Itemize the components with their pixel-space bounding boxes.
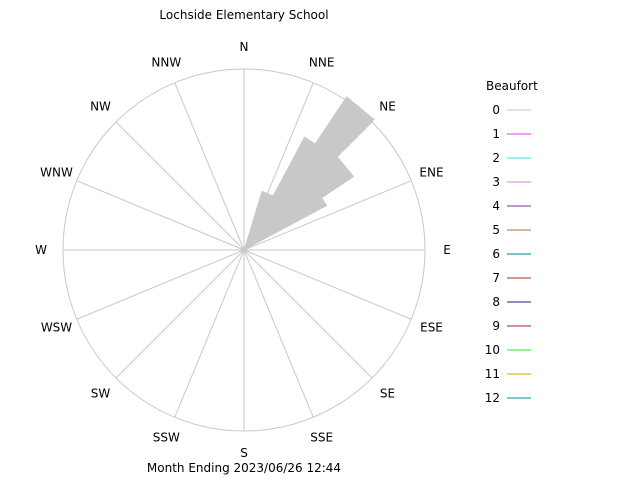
direction-label-wnw: WNW xyxy=(40,165,73,179)
legend-label-8: 8 xyxy=(492,295,500,309)
legend-label-4: 4 xyxy=(492,199,500,213)
legend-label-5: 5 xyxy=(492,223,500,237)
legend-label-11: 11 xyxy=(485,367,500,381)
spoke-nw xyxy=(115,121,245,251)
direction-label-nw: NW xyxy=(90,100,111,114)
chart-title: Lochside Elementary School xyxy=(159,8,328,22)
spoke-wsw xyxy=(76,249,245,320)
direction-labels: N NNE NE ENE E ESE SE SSE S SSW SW WSW W WNW NW NNW xyxy=(35,40,451,460)
direction-label-ene: ENE xyxy=(419,165,443,179)
legend-label-12: 12 xyxy=(485,391,500,405)
legend-label-7: 7 xyxy=(492,271,500,285)
legend-label-0: 0 xyxy=(492,103,500,117)
direction-label-sw: SW xyxy=(91,387,111,401)
direction-label-n: N xyxy=(240,40,249,54)
direction-label-w: W xyxy=(35,243,47,257)
direction-label-s: S xyxy=(240,446,248,460)
legend-label-1: 1 xyxy=(492,127,500,141)
direction-label-wsw: WSW xyxy=(41,321,72,335)
petal-5 xyxy=(243,189,328,251)
direction-label-e: E xyxy=(443,243,451,257)
legend-label-9: 9 xyxy=(492,319,500,333)
spoke-sse xyxy=(243,249,314,418)
direction-label-nne: NNE xyxy=(309,56,335,70)
direction-label-ssw: SSW xyxy=(153,431,180,445)
rose-petals xyxy=(243,96,375,251)
rose-grid xyxy=(62,68,426,432)
legend-label-10: 10 xyxy=(485,343,500,357)
legend-label-2: 2 xyxy=(492,151,500,165)
legend-label-3: 3 xyxy=(492,175,500,189)
spoke-ssw xyxy=(174,249,245,418)
spoke-se xyxy=(243,249,373,379)
direction-label-ne: NE xyxy=(379,100,396,114)
direction-label-sse: SSE xyxy=(310,431,333,445)
legend-title: Beaufort xyxy=(486,79,538,93)
spoke-nnw xyxy=(174,82,245,251)
direction-label-nnw: NNW xyxy=(151,56,181,70)
spoke-ene xyxy=(243,180,412,251)
spoke-ese xyxy=(243,249,412,320)
spoke-sw xyxy=(115,249,245,379)
direction-label-ese: ESE xyxy=(420,321,443,335)
chart-footer: Month Ending 2023/06/26 12:44 xyxy=(147,461,341,475)
direction-label-se: SE xyxy=(380,387,395,401)
spoke-wnw xyxy=(76,180,245,251)
legend-label-6: 6 xyxy=(492,247,500,261)
